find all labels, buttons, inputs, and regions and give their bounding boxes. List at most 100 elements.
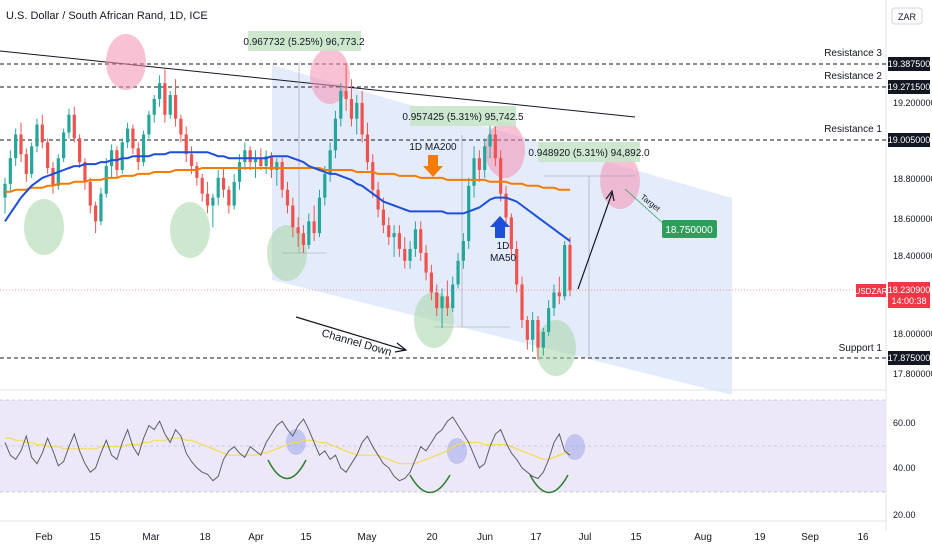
candle-body[interactable] xyxy=(317,197,322,234)
candle-body[interactable] xyxy=(429,272,433,293)
candle-body[interactable] xyxy=(141,134,146,163)
candle-body[interactable] xyxy=(152,98,156,115)
candle-body[interactable] xyxy=(541,331,545,348)
candle-body[interactable] xyxy=(477,158,481,170)
candle-body[interactable] xyxy=(552,292,556,309)
target-price-box[interactable] xyxy=(662,220,717,238)
candle-body[interactable] xyxy=(88,181,92,206)
measure-label-3[interactable]: 0.948920 (5.31%) 94,892.0 xyxy=(528,142,650,162)
candle-body[interactable] xyxy=(312,221,316,234)
candle-body[interactable] xyxy=(547,308,551,332)
candle-body[interactable] xyxy=(269,156,274,170)
candle-body[interactable] xyxy=(488,134,492,147)
candle-body[interactable] xyxy=(376,189,380,210)
candle-body[interactable] xyxy=(435,292,439,309)
candle-body[interactable] xyxy=(355,102,359,119)
candle-body[interactable] xyxy=(461,241,465,261)
candle-body[interactable] xyxy=(472,158,476,186)
measure-label-1[interactable]: 0.967732 (5.25%) 96,773.2 xyxy=(243,31,365,51)
candle-body[interactable] xyxy=(397,233,402,249)
candle-body[interactable] xyxy=(349,98,354,119)
candle-body[interactable] xyxy=(216,177,220,198)
time-axis[interactable]: Feb 15 Mar 18 Apr 15 May 20 Jun 17 Jul 1… xyxy=(35,532,869,543)
candle-body[interactable] xyxy=(14,134,18,159)
candle-body[interactable] xyxy=(467,185,471,242)
candle-body[interactable] xyxy=(227,189,231,206)
candle-body[interactable] xyxy=(120,142,124,170)
candle-body[interactable] xyxy=(78,138,82,163)
candle-body[interactable] xyxy=(493,134,497,159)
candle-body[interactable] xyxy=(296,227,300,234)
candle-body[interactable] xyxy=(392,233,396,238)
candle-body[interactable] xyxy=(72,114,76,139)
candle-body[interactable] xyxy=(525,320,529,340)
candle-body[interactable] xyxy=(371,162,375,190)
candle-body[interactable] xyxy=(301,233,306,245)
candle-body[interactable] xyxy=(445,296,449,309)
ma200-line[interactable] xyxy=(5,167,570,193)
candle-body[interactable] xyxy=(387,225,391,238)
candle-body[interactable] xyxy=(30,146,34,174)
candle-body[interactable] xyxy=(168,95,172,115)
candle-body[interactable] xyxy=(504,193,508,218)
candle-body[interactable] xyxy=(531,320,535,340)
price-axis[interactable]: 19.200000 18.800000 18.600000 18.400000 … xyxy=(893,98,932,379)
candle-body[interactable] xyxy=(264,156,268,167)
candle-body[interactable] xyxy=(451,284,455,309)
candle-body[interactable] xyxy=(509,217,513,249)
candle-body[interactable] xyxy=(413,229,418,249)
candle-body[interactable] xyxy=(173,95,178,119)
candle-body[interactable] xyxy=(46,142,50,169)
candle-body[interactable] xyxy=(253,158,258,163)
candle-body[interactable] xyxy=(232,181,236,206)
candle-body[interactable] xyxy=(557,292,561,297)
candle-body[interactable] xyxy=(515,248,519,285)
candle-body[interactable] xyxy=(285,189,290,206)
candle-body[interactable] xyxy=(259,158,263,167)
candle-body[interactable] xyxy=(35,124,39,147)
measure-label-2[interactable]: 0.957425 (5.31%) 95,742.5 xyxy=(402,106,524,126)
candle-body[interactable] xyxy=(24,154,28,174)
candle-body[interactable] xyxy=(136,148,140,163)
candle-body[interactable] xyxy=(381,209,386,226)
candle-body[interactable] xyxy=(83,162,87,182)
candle-body[interactable] xyxy=(110,150,114,167)
candle-body[interactable] xyxy=(360,102,364,135)
candle-body[interactable] xyxy=(307,221,311,245)
candle-body[interactable] xyxy=(339,91,343,119)
candle-body[interactable] xyxy=(99,193,103,222)
ma50-line[interactable] xyxy=(4,151,571,242)
candle-body[interactable] xyxy=(408,248,412,261)
candle-body[interactable] xyxy=(424,252,428,273)
candle-body[interactable] xyxy=(291,205,295,228)
candle-body[interactable] xyxy=(157,83,162,99)
candle-body[interactable] xyxy=(568,245,572,291)
candle-body[interactable] xyxy=(131,128,135,149)
candle-body[interactable] xyxy=(125,128,130,143)
candle-body[interactable] xyxy=(456,260,460,285)
candle-body[interactable] xyxy=(237,162,242,182)
candle-body[interactable] xyxy=(328,150,332,174)
candle-body[interactable] xyxy=(221,177,226,190)
candle-body[interactable] xyxy=(104,166,108,194)
candle-body[interactable] xyxy=(40,124,44,143)
candle-body[interactable] xyxy=(536,320,540,348)
candle-body[interactable] xyxy=(200,177,204,194)
candle-body[interactable] xyxy=(333,118,338,151)
candle-body[interactable] xyxy=(205,193,210,206)
candle-body[interactable] xyxy=(248,150,252,163)
candle-body[interactable] xyxy=(280,162,284,190)
candle-body[interactable] xyxy=(365,134,370,163)
candle-body[interactable] xyxy=(184,134,188,155)
rsi-ma-line[interactable] xyxy=(5,437,570,465)
candle-body[interactable] xyxy=(195,166,199,178)
currency-badge[interactable] xyxy=(891,7,923,25)
candle-body[interactable] xyxy=(163,83,167,115)
candle-body[interactable] xyxy=(94,205,98,222)
candle-body[interactable] xyxy=(189,154,194,167)
rsi-axis[interactable]: 60.00 40.00 20.00 xyxy=(893,418,916,520)
candle-body[interactable] xyxy=(179,118,183,135)
candle-body[interactable] xyxy=(403,248,407,261)
candle-body[interactable] xyxy=(51,168,55,186)
